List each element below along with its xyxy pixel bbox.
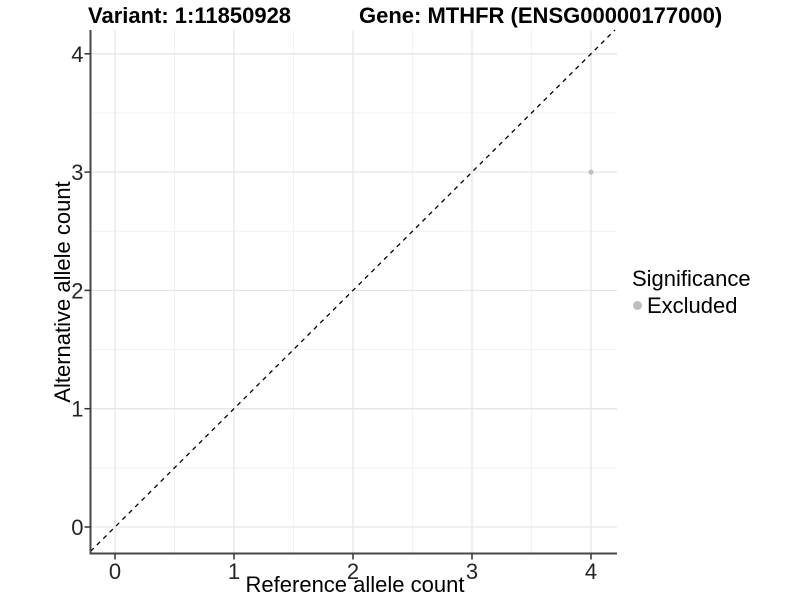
y-axis-tick-label: 2 bbox=[71, 278, 83, 303]
x-axis-tick-label: 3 bbox=[466, 559, 478, 584]
x-axis-tick-label: 1 bbox=[228, 559, 240, 584]
y-axis-tick-label: 4 bbox=[71, 42, 83, 67]
x-axis-tick-label: 2 bbox=[347, 559, 359, 584]
legend-entry-excluded: Excluded bbox=[630, 293, 751, 318]
plot-title-variant: Variant: 1:11850928 bbox=[88, 3, 292, 28]
x-axis-title: Reference allele count bbox=[245, 572, 465, 597]
identity-reference-line bbox=[90, 29, 616, 552]
y-axis-tick-label: 3 bbox=[71, 160, 83, 185]
plot-title-gene: Gene: MTHFR (ENSG00000177000) bbox=[359, 3, 723, 28]
x-axis-tick-label: 4 bbox=[585, 559, 597, 584]
y-axis-title: Alternative allele count bbox=[50, 181, 75, 403]
y-axis-tick-label: 0 bbox=[71, 515, 83, 540]
legend-entry-label: Excluded bbox=[647, 293, 738, 318]
excluded-marker-icon bbox=[633, 301, 642, 310]
y-axis-tick-label: 1 bbox=[71, 397, 83, 422]
legend: Significance Excluded bbox=[630, 266, 751, 318]
legend-title: Significance bbox=[632, 266, 751, 291]
x-axis-tick-label: 0 bbox=[109, 559, 121, 584]
data-point bbox=[588, 169, 594, 175]
